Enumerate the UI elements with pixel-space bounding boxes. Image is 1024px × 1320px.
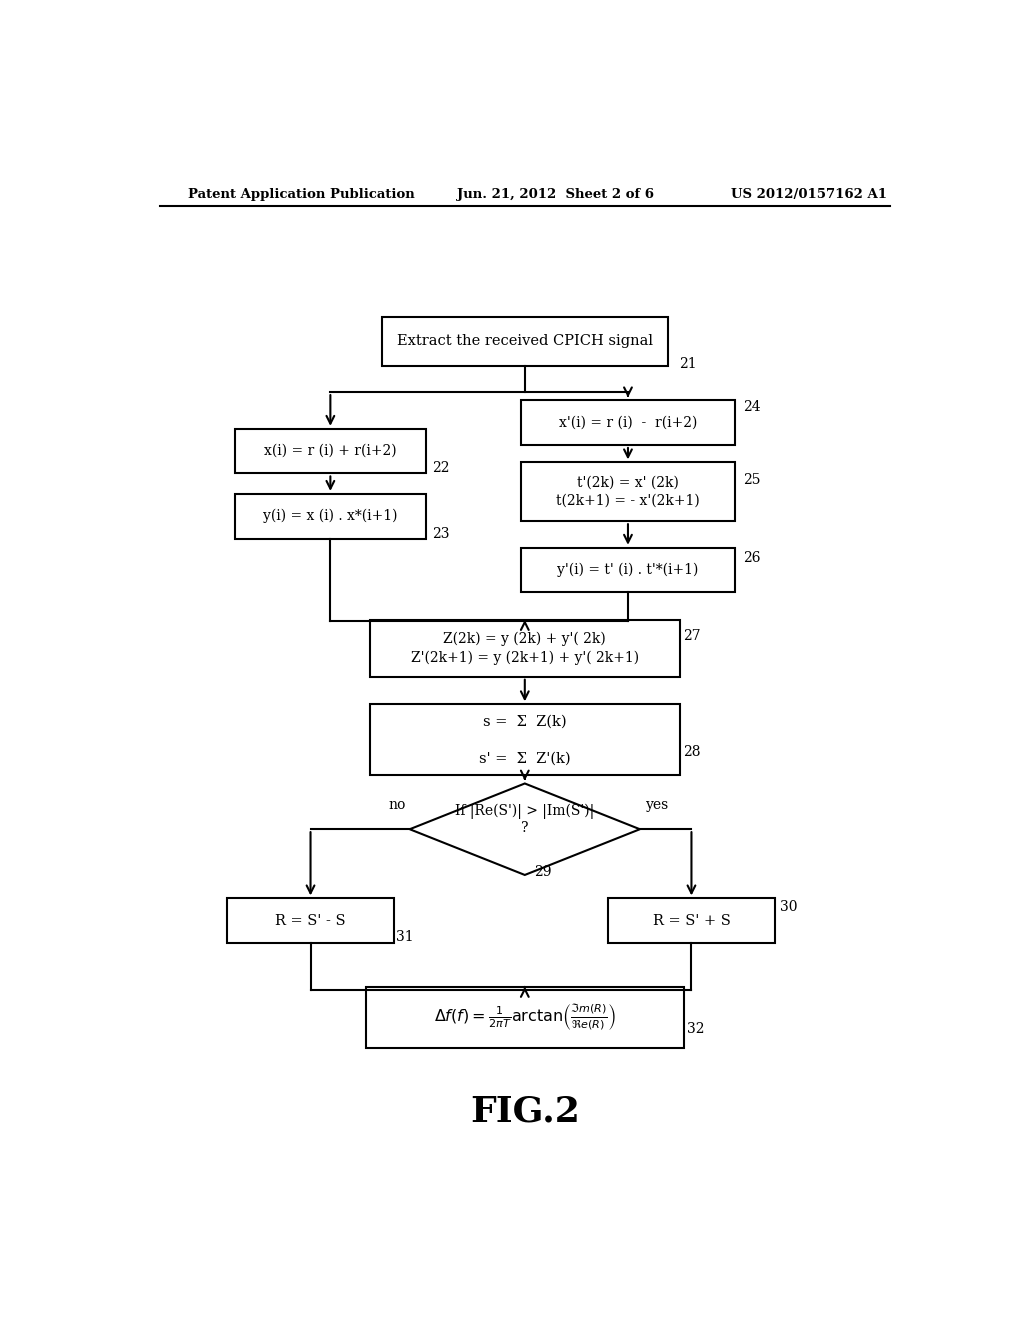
Bar <box>236 494 426 539</box>
Bar <box>370 620 680 677</box>
Polygon shape <box>410 784 640 875</box>
Text: US 2012/0157162 A1: US 2012/0157162 A1 <box>731 189 887 202</box>
Text: If |Re(S')| > |Im(S')|
?: If |Re(S')| > |Im(S')| ? <box>456 804 594 834</box>
Text: 27: 27 <box>684 630 701 643</box>
Bar <box>521 400 735 445</box>
Text: Patent Application Publication: Patent Application Publication <box>187 189 415 202</box>
Bar <box>521 462 735 521</box>
Bar <box>521 548 735 593</box>
Text: R = S' + S: R = S' + S <box>652 913 730 928</box>
Text: FIG.2: FIG.2 <box>470 1094 580 1129</box>
Text: x(i) = r (i) + r(i+2): x(i) = r (i) + r(i+2) <box>264 444 396 458</box>
Text: 32: 32 <box>687 1023 705 1036</box>
Text: Z(2k) = y (2k) + y'( 2k)
Z'(2k+1) = y (2k+1) + y'( 2k+1): Z(2k) = y (2k) + y'( 2k) Z'(2k+1) = y (2… <box>411 632 639 665</box>
Text: 23: 23 <box>432 528 450 541</box>
Bar <box>370 704 680 775</box>
Text: $\Delta f(f)=\frac{1}{2\pi T}\arctan\!\left(\frac{\Im m(R)}{\Re e(R)}\right)$: $\Delta f(f)=\frac{1}{2\pi T}\arctan\!\l… <box>433 1002 616 1032</box>
Text: 25: 25 <box>743 473 761 487</box>
Bar <box>608 899 775 942</box>
Text: s =  Σ  Z(k)

s' =  Σ  Z'(k): s = Σ Z(k) s' = Σ Z'(k) <box>479 714 570 766</box>
Text: R = S' - S: R = S' - S <box>275 913 346 928</box>
Text: Jun. 21, 2012  Sheet 2 of 6: Jun. 21, 2012 Sheet 2 of 6 <box>458 189 654 202</box>
Text: 31: 31 <box>396 931 414 944</box>
Text: 30: 30 <box>780 900 798 915</box>
Text: no: no <box>388 797 406 812</box>
Text: 26: 26 <box>743 550 761 565</box>
Text: t'(2k) = x' (2k)
t(2k+1) = - x'(2k+1): t'(2k) = x' (2k) t(2k+1) = - x'(2k+1) <box>556 475 699 508</box>
Text: y'(i) = t' (i) . t'*(i+1): y'(i) = t' (i) . t'*(i+1) <box>557 562 698 577</box>
Text: 28: 28 <box>684 744 701 759</box>
Text: 29: 29 <box>535 865 552 879</box>
Text: y(i) = x (i) . x*(i+1): y(i) = x (i) . x*(i+1) <box>263 510 397 523</box>
Bar <box>382 317 668 366</box>
Bar <box>227 899 394 942</box>
Text: 24: 24 <box>743 400 761 414</box>
Text: x'(i) = r (i)  -  r(i+2): x'(i) = r (i) - r(i+2) <box>559 416 697 430</box>
Text: 21: 21 <box>680 356 697 371</box>
Bar <box>367 987 684 1048</box>
Bar <box>236 429 426 474</box>
Text: yes: yes <box>646 797 670 812</box>
Text: Extract the received CPICH signal: Extract the received CPICH signal <box>396 334 653 348</box>
Text: 22: 22 <box>432 462 450 475</box>
